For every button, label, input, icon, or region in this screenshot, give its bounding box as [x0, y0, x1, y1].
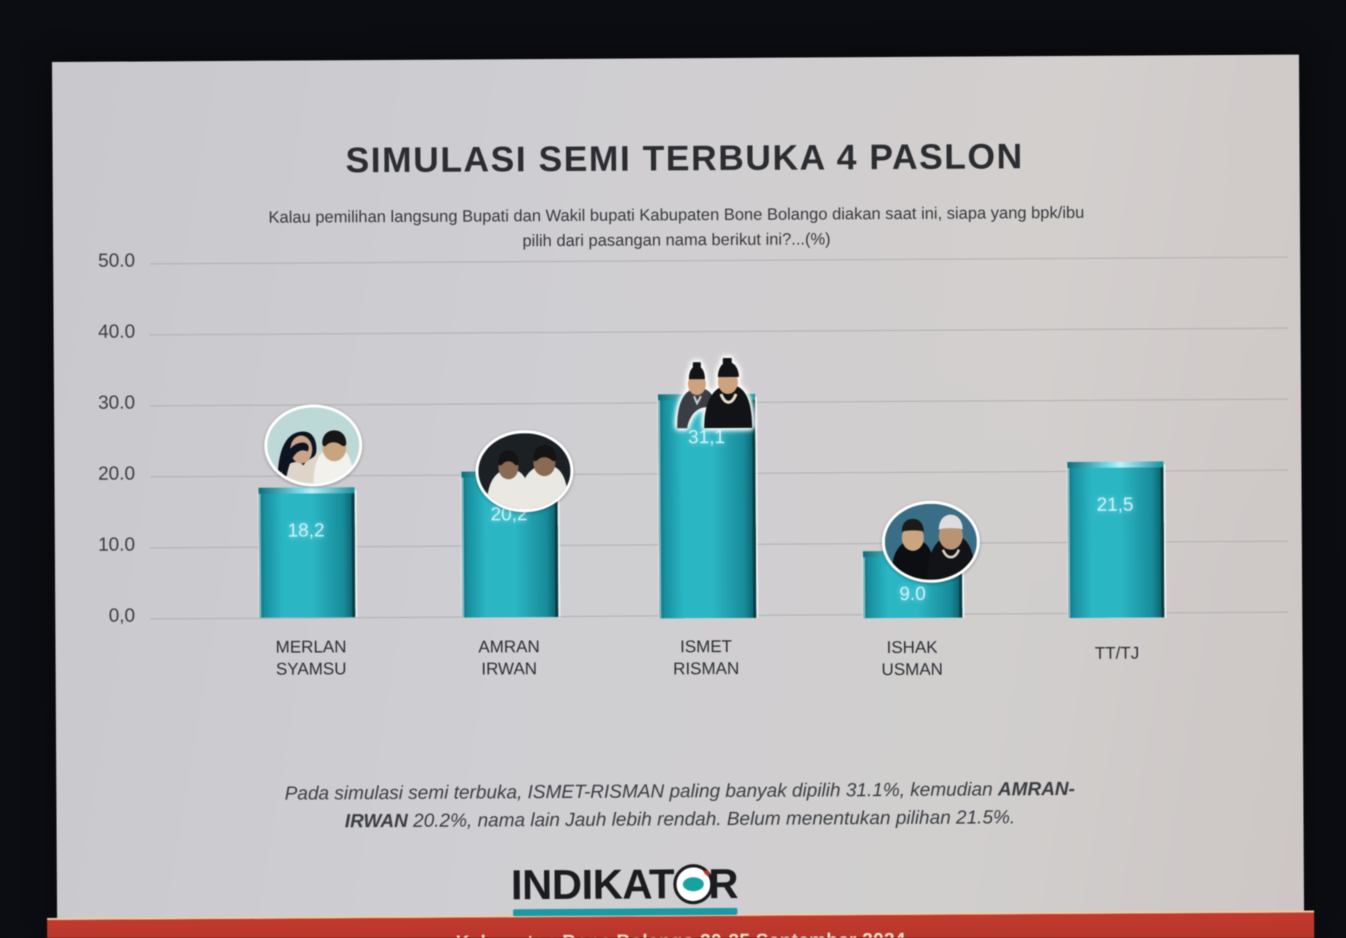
svg-text:R: R: [708, 860, 738, 907]
svg-text:INDIKAT: INDIKAT: [511, 860, 675, 908]
